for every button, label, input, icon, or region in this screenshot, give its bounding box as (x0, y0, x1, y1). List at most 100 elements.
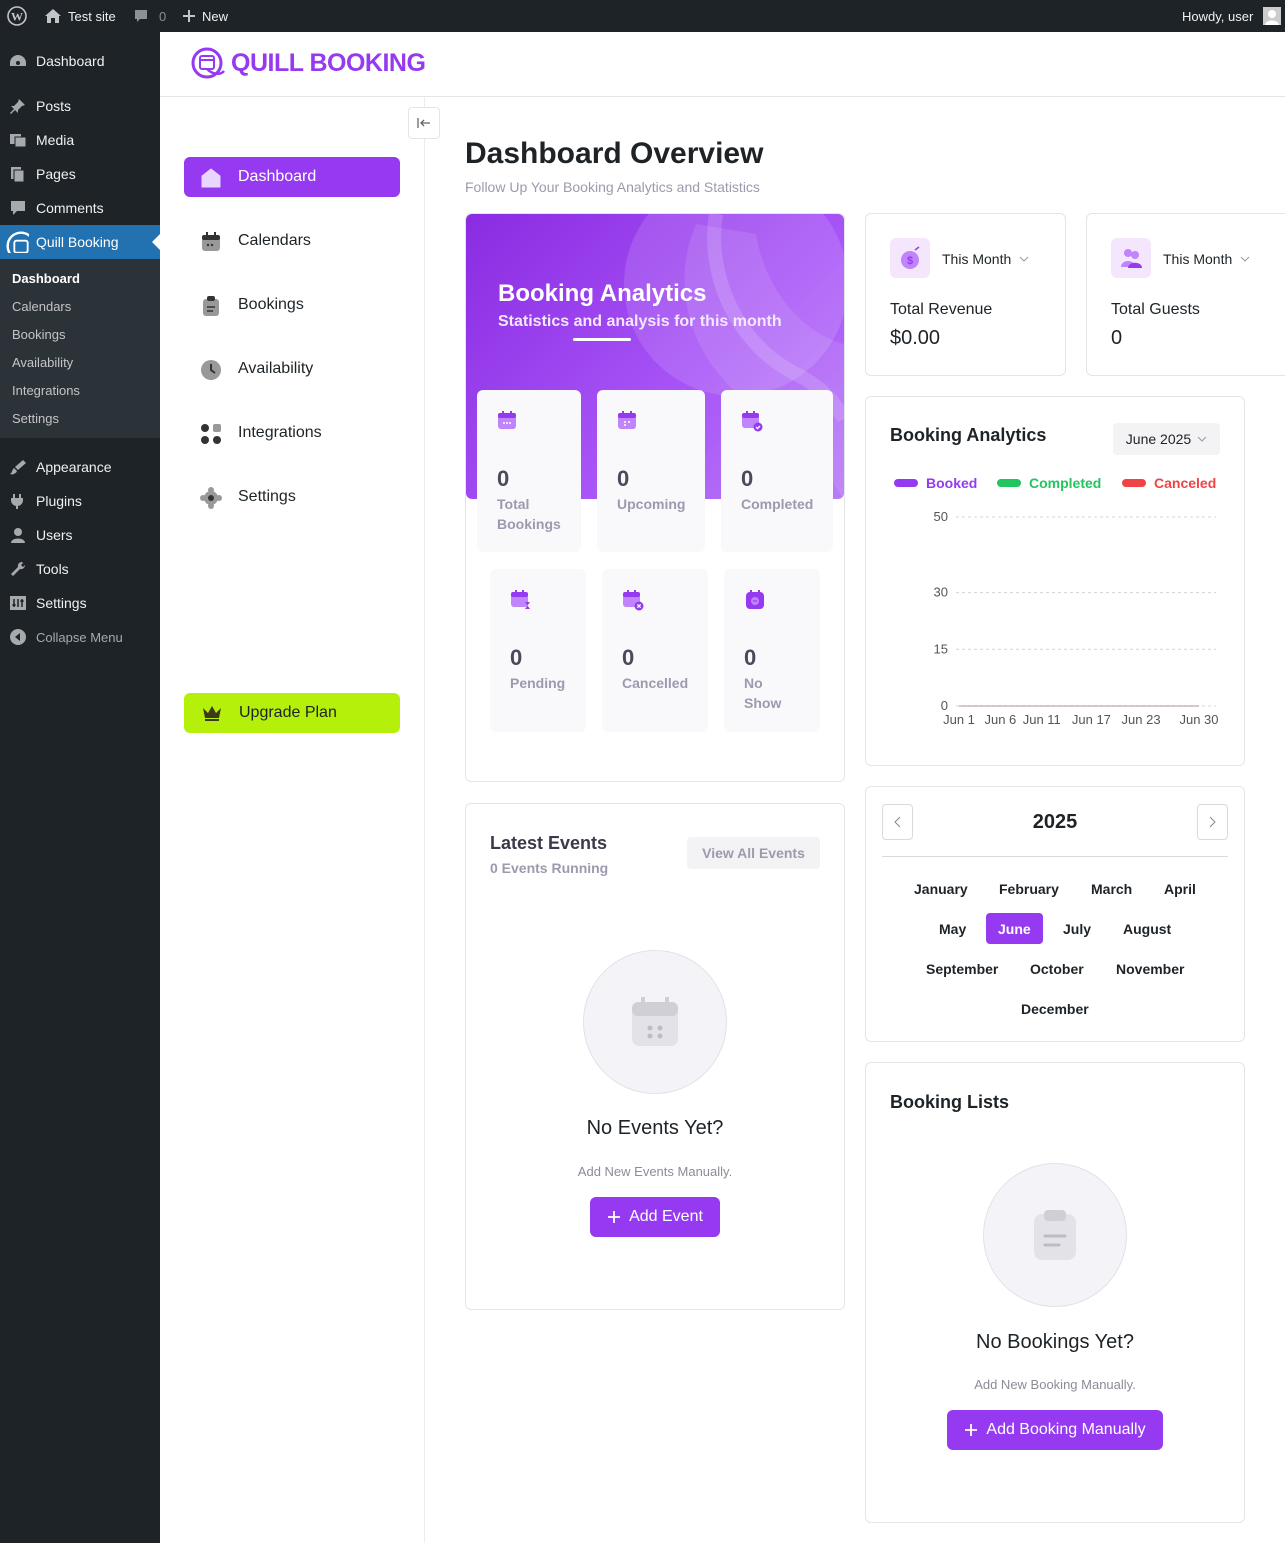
users-icon (1111, 238, 1151, 278)
month-june[interactable]: June (986, 913, 1043, 944)
stat-no-show: 0 No Show (724, 569, 820, 732)
account-menu[interactable]: Howdy, user (1182, 0, 1282, 32)
money-bag-icon: $ (890, 238, 930, 278)
month-august[interactable]: August (1123, 920, 1172, 937)
comment-icon (135, 10, 147, 22)
menu-dashboard[interactable]: Dashboard (0, 44, 160, 78)
menu-plugins[interactable]: Plugins (0, 484, 160, 518)
chart-card-title: Booking Analytics (890, 425, 1047, 445)
total-guests-value: 0 (1111, 327, 1123, 349)
prev-year-button[interactable] (882, 804, 913, 840)
comments-count: 0 (159, 8, 167, 24)
nav-bookings[interactable]: Bookings (184, 285, 400, 325)
menu-settings[interactable]: Settings (0, 586, 160, 620)
settings-icon (10, 596, 26, 610)
menu-appearance[interactable]: Appearance (0, 450, 160, 484)
nav-availability[interactable]: Availability (184, 349, 400, 389)
submenu-availability[interactable]: Availability (12, 355, 74, 370)
latest-events-card: Latest Events 0 Events Running View All … (465, 803, 845, 1310)
month-november[interactable]: November (1116, 960, 1185, 977)
submenu-dashboard[interactable]: Dashboard (12, 271, 80, 286)
latest-events-title: Latest Events (490, 833, 608, 853)
menu-users[interactable]: Users (0, 518, 160, 552)
home-icon (45, 9, 61, 23)
month-january[interactable]: January (914, 880, 968, 897)
chevron-down-icon (1197, 436, 1207, 442)
nav-dashboard[interactable]: Dashboard (184, 157, 400, 197)
svg-text:W: W (11, 10, 23, 24)
menu-pages[interactable]: Pages (0, 157, 160, 191)
menu-quill-booking[interactable]: Quill Booking (0, 225, 160, 259)
legend-completed[interactable]: Completed (997, 475, 1101, 491)
site-name: Test site (68, 8, 116, 24)
month-march[interactable]: March (1091, 880, 1133, 897)
stat-pending: 0 Pending (490, 569, 586, 732)
clock-icon (201, 360, 221, 380)
month-september[interactable]: September (926, 960, 999, 977)
guests-period-select[interactable]: This Month (1163, 251, 1250, 267)
total-revenue-card: $ This Month Total Revenue $0.00 (865, 213, 1066, 376)
menu-collapse[interactable]: Collapse Menu (0, 620, 160, 654)
divider (882, 856, 1228, 857)
upgrade-plan-button[interactable]: Upgrade Plan (184, 693, 400, 733)
brand-logo[interactable]: QUILL BOOKING (191, 47, 426, 79)
month-april[interactable]: April (1164, 880, 1196, 897)
greeting: Howdy, user (1182, 8, 1254, 24)
nav-calendars[interactable]: Calendars (184, 221, 400, 261)
add-event-button[interactable]: Add Event (590, 1197, 720, 1237)
month-may[interactable]: May (939, 920, 967, 937)
empty-events-subtitle: Add New Events Manually. (577, 1164, 733, 1179)
new-label: New (202, 8, 229, 24)
site-name-link[interactable]: Test site (44, 0, 116, 32)
submenu-settings[interactable]: Settings (12, 411, 59, 426)
month-december[interactable]: December (1021, 1000, 1089, 1017)
menu-tools[interactable]: Tools (0, 552, 160, 586)
month-october[interactable]: October (1030, 960, 1084, 977)
avatar (1263, 7, 1282, 25)
calendar-icon (632, 997, 678, 1046)
comments-link[interactable]: 0 (133, 0, 166, 32)
wordpress-logo-icon[interactable]: W (7, 0, 27, 32)
submenu-integrations[interactable]: Integrations (12, 383, 80, 398)
submenu-calendars[interactable]: Calendars (12, 299, 72, 314)
sidebar-collapse-button[interactable] (408, 107, 440, 139)
collapse-left-icon (417, 118, 430, 128)
calendar-hourglass-icon (511, 590, 530, 609)
legend-booked[interactable]: Booked (894, 475, 977, 491)
collapse-icon (10, 629, 26, 645)
chart-period-select[interactable]: June 2025 (1113, 423, 1220, 455)
total-revenue-value: $0.00 (890, 327, 941, 349)
x-tick-label: Jun 23 (1122, 712, 1161, 727)
nav-integrations[interactable]: Integrations (184, 413, 400, 453)
next-year-button[interactable] (1197, 804, 1228, 840)
page-title: Dashboard Overview (465, 137, 764, 170)
clipboard-icon (203, 296, 219, 316)
x-tick-label: Jun 11 (1023, 712, 1061, 727)
revenue-period-select[interactable]: This Month (942, 251, 1029, 267)
total-guests-card: This Month Total Guests 0 (1086, 213, 1285, 376)
menu-media[interactable]: Media (0, 123, 160, 157)
gear-icon (200, 487, 222, 509)
view-all-events-button[interactable]: View All Events (687, 837, 820, 869)
stat-total-bookings: 0 Total Bookings (477, 390, 581, 552)
chevron-left-icon (894, 816, 901, 828)
menu-comments[interactable]: Comments (0, 191, 160, 225)
calendar-cancel-icon (623, 590, 644, 611)
quill-booking-icon (6, 231, 29, 253)
crown-icon (203, 706, 221, 721)
plugin-sidebar: Dashboard Calendars Bookings Availabilit… (160, 97, 440, 1543)
month-february[interactable]: February (999, 880, 1059, 897)
month-july[interactable]: July (1063, 920, 1092, 937)
y-tick-label: 30 (934, 585, 948, 600)
nav-settings[interactable]: Settings (184, 477, 400, 517)
legend-canceled[interactable]: Canceled (1122, 475, 1216, 491)
chevron-right-icon (1209, 816, 1216, 828)
new-content-link[interactable]: New (182, 0, 228, 32)
plus-icon (965, 1424, 978, 1436)
add-booking-manually-button[interactable]: Add Booking Manually (947, 1410, 1163, 1450)
submenu-bookings[interactable]: Bookings (12, 327, 66, 342)
menu-posts[interactable]: Posts (0, 89, 160, 123)
page-subtitle: Follow Up Your Booking Analytics and Sta… (465, 179, 760, 195)
y-tick-label: 50 (934, 509, 948, 524)
plug-icon (11, 494, 23, 509)
